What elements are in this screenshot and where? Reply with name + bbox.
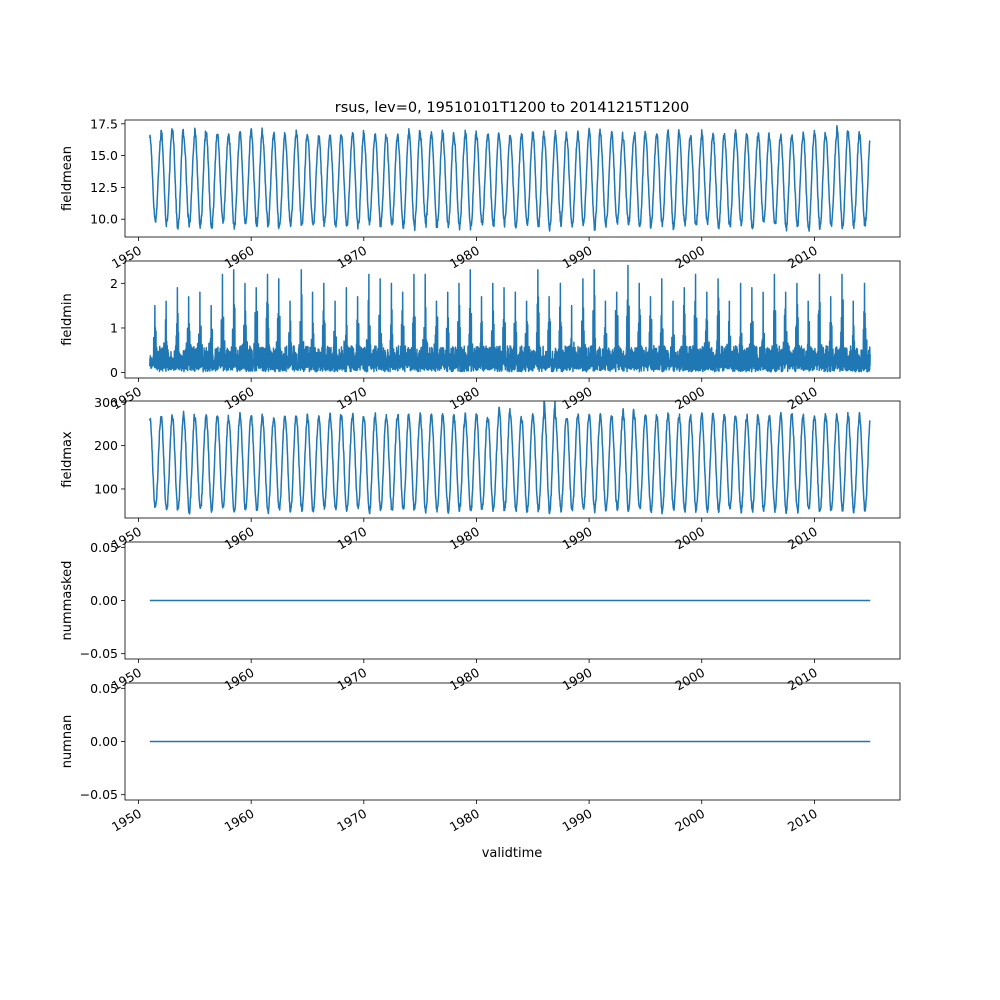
axes-frame bbox=[124, 260, 901, 379]
y-tick-label: 0 bbox=[110, 365, 118, 380]
y-tick-label: −0.05 bbox=[80, 646, 118, 661]
y-tick-label: 0.00 bbox=[90, 734, 118, 749]
y-tick-label: 0.00 bbox=[90, 593, 118, 608]
y-tick-label: 17.5 bbox=[90, 116, 118, 131]
series-line-fieldmean bbox=[149, 125, 871, 232]
series-line-fieldmin bbox=[149, 264, 871, 373]
y-tick-label: 200 bbox=[94, 438, 118, 453]
y-tick-label: 2 bbox=[110, 276, 118, 291]
figure-title: rsus, lev=0, 19510101T1200 to 20141215T1… bbox=[335, 100, 690, 116]
y-axis-label-nummasked: nummasked bbox=[60, 561, 75, 641]
y-axis-label-numnan: numnan bbox=[60, 715, 75, 769]
y-axis-label-fieldmin: fieldmin bbox=[60, 293, 75, 346]
y-tick-label: 1 bbox=[110, 320, 118, 335]
y-tick-label: 12.5 bbox=[90, 180, 118, 195]
y-tick-label: 100 bbox=[94, 481, 118, 496]
axes-frame bbox=[124, 400, 901, 519]
axes-frame bbox=[124, 682, 901, 801]
axes-frame bbox=[124, 541, 901, 660]
y-tick-label: −0.05 bbox=[80, 787, 118, 802]
axes-frame bbox=[124, 119, 901, 238]
y-tick-label: 10.0 bbox=[90, 212, 118, 227]
y-axis-label-fieldmean: fieldmean bbox=[60, 146, 75, 211]
y-tick-label: 0.05 bbox=[90, 681, 118, 696]
x-axis-label: validtime bbox=[482, 846, 543, 861]
y-tick-label: 15.0 bbox=[90, 148, 118, 163]
y-tick-label: 0.05 bbox=[90, 540, 118, 555]
y-tick-label: 300 bbox=[94, 395, 118, 410]
y-axis-label-fieldmax: fieldmax bbox=[60, 431, 75, 488]
series-line-fieldmax bbox=[149, 401, 871, 515]
